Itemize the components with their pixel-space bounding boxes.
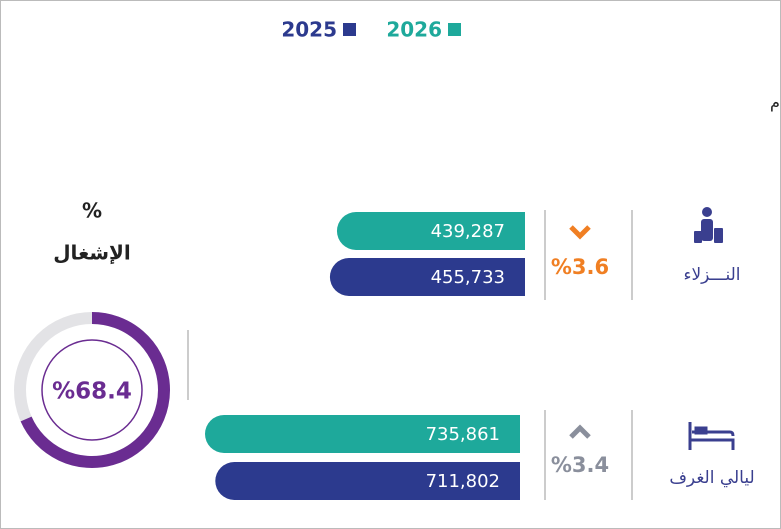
- category-label: النـــزلاء: [683, 265, 740, 285]
- change-arrow: [569, 225, 591, 240]
- change-label: %3.4: [551, 453, 609, 477]
- bar-label: 439,287: [431, 221, 505, 242]
- legend-label: 2026: [386, 18, 442, 42]
- bar: [336, 212, 525, 250]
- bar: [215, 462, 520, 500]
- title: شكل (7) : مؤشرات نشاط الفنادق (3-5) نجوم…: [770, 93, 781, 113]
- occupancy-unit: %: [82, 199, 102, 223]
- guest-icon: [694, 207, 723, 243]
- ring-arc: [20, 312, 170, 468]
- bed-icon: [688, 422, 735, 450]
- change-arrow: [569, 424, 591, 439]
- legend-label: 2025: [281, 18, 337, 42]
- bar: [329, 258, 525, 296]
- change-label: %3.6: [551, 255, 609, 279]
- bar-label: 455,733: [431, 267, 505, 288]
- category-label: ليالي الغرف: [669, 468, 754, 488]
- occupancy-value: %68.4: [52, 379, 132, 405]
- bar-label: 711,802: [426, 471, 500, 492]
- occupancy-label: الإشغال: [53, 241, 131, 265]
- bar: [205, 415, 520, 453]
- ring-inner: [41, 339, 143, 441]
- legend-swatch: [343, 23, 356, 36]
- legend-swatch: [448, 23, 461, 36]
- bar-label: 735,861: [426, 424, 500, 445]
